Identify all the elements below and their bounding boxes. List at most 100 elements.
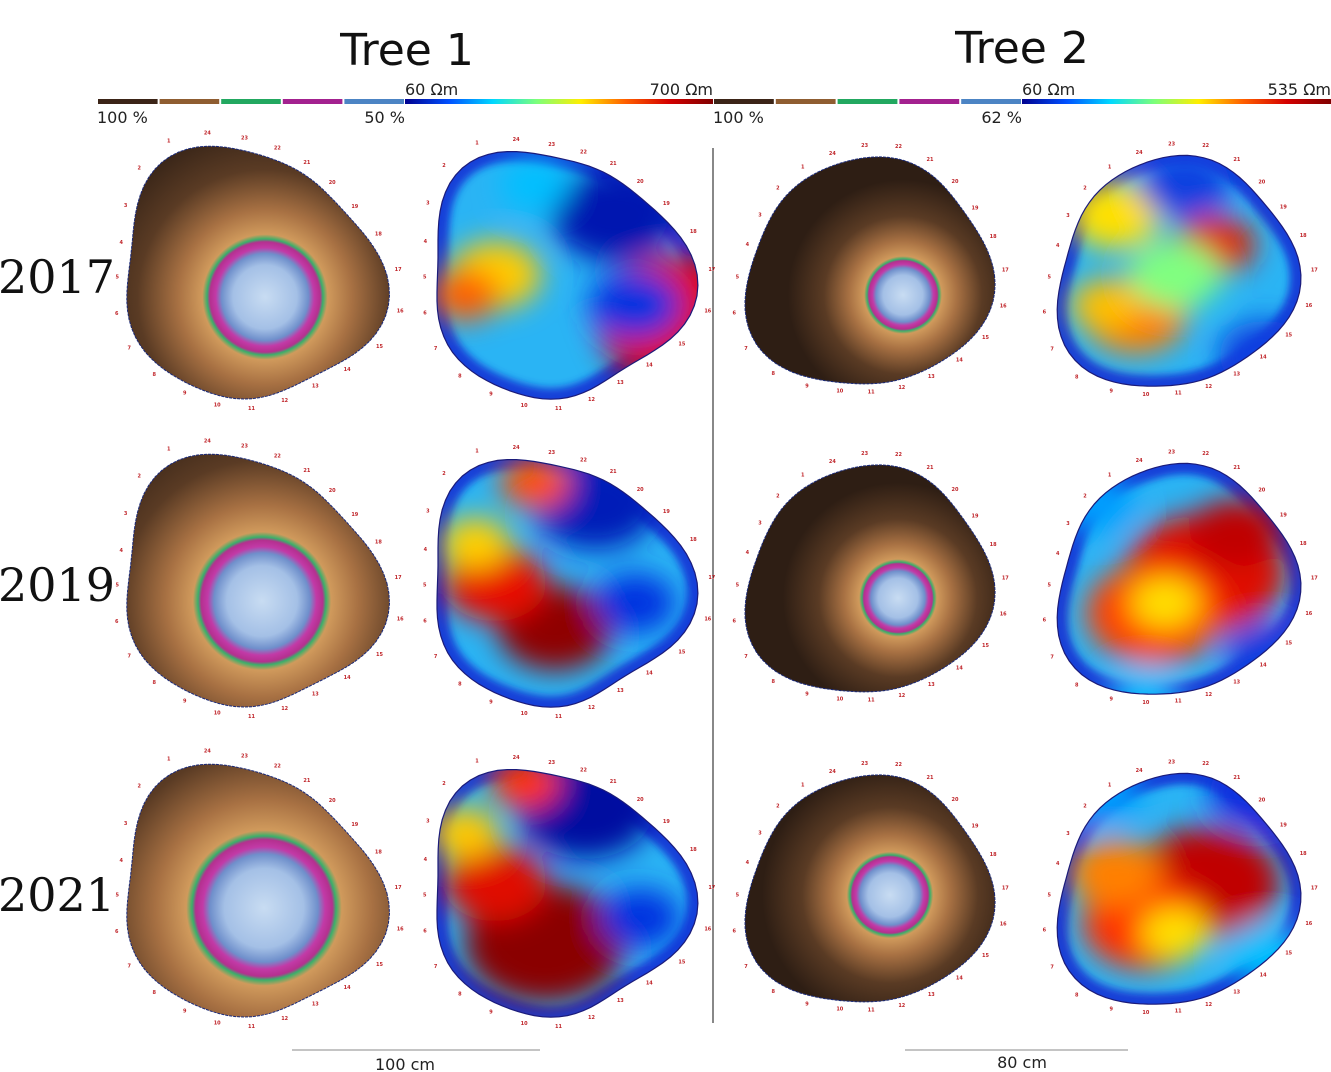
sensor-label: 9 xyxy=(183,1008,187,1014)
sensor-label: 12 xyxy=(588,397,595,403)
sensor-label: 16 xyxy=(704,309,711,315)
sensor-label: 17 xyxy=(395,575,402,581)
sensor-label: 20 xyxy=(952,179,959,185)
sensor-label: 22 xyxy=(274,146,281,152)
sensor-label: 5 xyxy=(736,582,740,588)
sensor-label: 1 xyxy=(167,757,171,763)
resistivity-zone xyxy=(1057,773,1141,827)
ert-tomogram-outline xyxy=(1056,154,1302,387)
sensor-label: 4 xyxy=(746,550,750,556)
sensor-label: 15 xyxy=(982,953,989,959)
sensor-label: 7 xyxy=(434,654,438,660)
sensor-label: 6 xyxy=(115,311,119,317)
sensor-label: 3 xyxy=(426,508,430,514)
sensor-label: 15 xyxy=(678,650,685,656)
sensor-label: 12 xyxy=(281,398,288,404)
sensor-label: 15 xyxy=(982,643,989,649)
acoustic-tomogram-shape xyxy=(744,464,996,693)
sensor-label: 12 xyxy=(1205,692,1212,698)
resistivity-zone xyxy=(1139,155,1231,219)
sensor-label: 6 xyxy=(423,311,427,317)
sensor-label: 21 xyxy=(1233,157,1240,163)
sensor-label: 11 xyxy=(1175,391,1182,397)
sensor-label: 16 xyxy=(1305,611,1312,617)
sensor-label: 13 xyxy=(928,992,935,998)
sensor-label: 6 xyxy=(732,311,736,317)
sensor-label: 14 xyxy=(1260,355,1267,361)
sensor-label: 19 xyxy=(972,205,979,211)
sensor-label: 13 xyxy=(1233,680,1240,686)
sensor-label: 2 xyxy=(1083,804,1087,810)
tree-1-ert-min-label: 60 Ωm xyxy=(405,80,458,99)
sensor-label: 24 xyxy=(204,439,211,445)
resistivity-zone xyxy=(1224,623,1301,683)
sensor-label: 8 xyxy=(458,374,462,380)
sensor-label: 8 xyxy=(152,990,156,996)
sensor-label: 9 xyxy=(1109,697,1113,703)
sensor-label: 4 xyxy=(424,547,428,553)
acoustic-colorbar-segment xyxy=(344,99,404,104)
sensor-label: 13 xyxy=(312,1001,319,1007)
resistivity-zone xyxy=(1110,667,1180,695)
sensor-label: 23 xyxy=(861,451,868,457)
sensor-label: 8 xyxy=(458,992,462,998)
sensor-label: 11 xyxy=(555,406,562,412)
sensor-label: 24 xyxy=(829,151,836,157)
tree-2-2017-ert-tomogram xyxy=(1056,154,1302,387)
colorbars xyxy=(98,99,1331,104)
sensor-label: 20 xyxy=(329,488,336,494)
sensor-label: 19 xyxy=(663,509,670,515)
sensor-label: 5 xyxy=(115,893,119,899)
year-label-2017: 2017 xyxy=(0,250,115,304)
sensor-label: 15 xyxy=(376,962,383,968)
sensor-label: 7 xyxy=(1050,346,1054,352)
sensor-label: 23 xyxy=(548,142,555,148)
sensor-label: 17 xyxy=(1002,885,1009,891)
resistivity-zone xyxy=(443,844,547,922)
sensor-label: 22 xyxy=(580,768,587,774)
sensor-label: 15 xyxy=(1285,641,1292,647)
sensor-label: 13 xyxy=(617,688,624,694)
sensor-label: 10 xyxy=(836,1007,843,1013)
sensor-label: 15 xyxy=(678,342,685,348)
sensor-label: 10 xyxy=(521,711,528,717)
sensor-label: 1 xyxy=(801,473,805,479)
sensor-label: 1 xyxy=(1108,472,1112,478)
acoustic-tomogram-shape xyxy=(126,763,391,1018)
acoustic-colorbar-segment xyxy=(98,99,158,104)
sensor-label: 21 xyxy=(927,775,934,781)
sensor-label: 2 xyxy=(1083,494,1087,500)
tree-1-2017-acoustic-tomogram xyxy=(126,145,391,400)
sensor-label: 3 xyxy=(426,818,430,824)
sensor-label: 11 xyxy=(1175,699,1182,705)
sensor-label: 8 xyxy=(1075,993,1079,999)
sensor-label: 4 xyxy=(1056,861,1060,867)
sensor-label: 19 xyxy=(972,513,979,519)
acoustic-colorbar-segment xyxy=(837,99,898,104)
sensor-label: 15 xyxy=(376,344,383,350)
sensor-label: 2 xyxy=(776,494,780,500)
resistivity-zone xyxy=(500,459,570,509)
sensor-label: 9 xyxy=(1109,1007,1113,1013)
sensor-label: 14 xyxy=(956,976,963,982)
sensor-label: 6 xyxy=(423,619,427,625)
sensor-label: 4 xyxy=(746,242,750,248)
sensor-label: 13 xyxy=(1233,372,1240,378)
sensor-label: 21 xyxy=(610,469,617,475)
sensor-label: 4 xyxy=(120,548,124,554)
tree-2-2019-acoustic-tomogram xyxy=(744,464,996,693)
sensor-label: 24 xyxy=(513,137,520,143)
sensor-label: 18 xyxy=(1300,541,1307,547)
tree-2-title: Tree 2 xyxy=(954,23,1089,74)
sensor-label: 16 xyxy=(397,308,404,314)
sensor-label: 18 xyxy=(375,231,382,237)
sensor-label: 17 xyxy=(1002,575,1009,581)
sensor-label: 24 xyxy=(829,459,836,465)
sensor-label: 11 xyxy=(555,714,562,720)
sensor-label: 19 xyxy=(1280,823,1287,829)
year-label-2021: 2021 xyxy=(0,868,115,922)
sensor-label: 21 xyxy=(610,161,617,167)
acoustic-tomogram-shape xyxy=(126,453,391,708)
sensor-label: 5 xyxy=(423,275,427,281)
sensor-label: 19 xyxy=(663,201,670,207)
